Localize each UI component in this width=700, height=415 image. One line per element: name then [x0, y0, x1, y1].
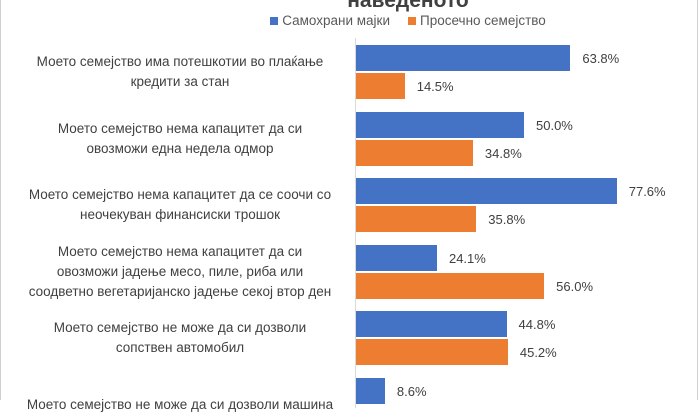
data-label: 14.5%: [416, 79, 454, 94]
legend-label: Просечно семејство: [420, 13, 546, 28]
category-label-line: овозможи една недела одмор: [86, 140, 274, 156]
category-label-line: Моето семејство не може да си дозволи ма…: [26, 397, 334, 412]
bar-single-mothers: [356, 244, 437, 271]
legend-item-average-family: Просечно семејство: [408, 13, 546, 28]
legend-swatch-orange: [408, 16, 416, 25]
category-axis: [355, 38, 356, 408]
chart-title: наведеното: [347, 0, 469, 12]
category-label-line: овозможи јадење месо, пиле, риба или: [56, 263, 304, 279]
legend-label: Самохрани мајки: [282, 13, 390, 28]
category-label-line: Моето семејство не може да си дозволи: [53, 320, 307, 336]
legend: Самохрани мајки Просечно семејство: [0, 13, 700, 28]
bar-average-family: [356, 73, 405, 99]
data-label: 8.6%: [396, 384, 427, 399]
category-label-line: Моето семејство нема капацитет да се соо…: [28, 187, 332, 203]
category-label-line: Моето семејство нема капацитет да си: [57, 120, 303, 136]
bar-single-mothers: [356, 178, 617, 205]
data-label: 44.8%: [518, 317, 556, 333]
bar-average-family: [356, 272, 545, 299]
category-label-line: неочекуван финансиски трошок: [79, 207, 280, 223]
data-label: 63.8%: [582, 51, 620, 66]
data-label: 77.6%: [628, 184, 666, 200]
category-label-line: Моето семејство нема капацитет да си: [57, 243, 303, 259]
category-label: Моето семејство нема капацитет да си овоз…: [10, 119, 350, 159]
data-label: 56.0%: [556, 278, 594, 294]
category-label-line: соодветно вегетаријанско јадење секој вт…: [28, 283, 332, 299]
category-label: Моето семејство нема капацитет да си овоз…: [10, 242, 350, 302]
bar-average-family: [356, 339, 508, 366]
data-label: 35.8%: [488, 212, 526, 228]
legend-swatch-blue: [270, 16, 279, 25]
category-label: Моето семејство не може да си дозволи ма…: [10, 395, 350, 415]
category-label: Моето семејство има потешкотии во плаќањ…: [10, 52, 350, 92]
bar-single-mothers: [356, 111, 524, 138]
bar-average-family: [356, 206, 477, 233]
data-label: 34.8%: [484, 145, 522, 161]
data-label: 24.1%: [448, 250, 486, 266]
bar-average-family: [356, 139, 473, 166]
category-label-line: сопствен автомобил: [115, 340, 245, 356]
category-label-line: Моето семејство има потешкотии во плаќањ…: [36, 54, 324, 69]
chart-frame: [0, 0, 698, 400]
category-label-line: кредити за стан: [130, 74, 230, 89]
data-label: 45.2%: [519, 345, 557, 361]
data-label: 50.0%: [536, 117, 573, 133]
category-label: Моето семејство нема капацитет да се соо…: [10, 185, 350, 225]
category-label: Моето семејство не може да си дозволи соп…: [10, 318, 350, 358]
bar-single-mothers: [356, 311, 507, 338]
bar-single-mothers: [356, 45, 571, 71]
legend-item-single-mothers: Самохрани мајки: [270, 13, 390, 28]
bar-single-mothers: [356, 378, 385, 404]
